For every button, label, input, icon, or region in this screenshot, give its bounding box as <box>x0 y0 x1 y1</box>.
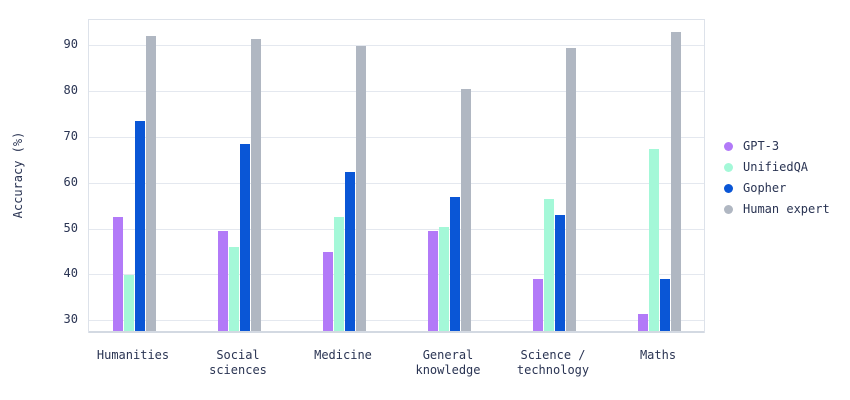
bar-gopher-humanities <box>134 121 145 332</box>
x-tick-label-humanities: Humanities <box>96 348 170 362</box>
bar-gopher-medicine <box>344 171 355 332</box>
bar-unifiedqa-science-technology <box>543 199 554 332</box>
bar-gpt-3-social-sciences <box>217 231 228 332</box>
gridline-50 <box>89 228 704 230</box>
bar-human-expert-science-technology <box>565 47 576 332</box>
bar-group-humanities <box>112 36 156 332</box>
y-axis-title: Accuracy (%) <box>11 131 25 219</box>
y-tick-label-70: 70 <box>63 128 78 143</box>
legend-item-human-expert[interactable]: Human expert <box>724 199 830 219</box>
legend-dot-icon <box>724 162 733 172</box>
y-tick-label-30: 30 <box>63 312 78 327</box>
legend-label: Gopher <box>743 181 787 195</box>
bar-human-expert-social-sciences <box>250 38 261 332</box>
legend-label: UnifiedQA <box>743 160 809 174</box>
gridline-30 <box>89 320 704 322</box>
bar-human-expert-humanities <box>145 36 156 332</box>
plot-area <box>88 19 705 333</box>
bar-gopher-general-knowledge <box>449 196 460 332</box>
bar-gpt-3-science-technology <box>532 279 543 332</box>
gridline-70 <box>89 136 704 138</box>
gridline-80 <box>89 91 704 93</box>
gridline-40 <box>89 274 704 276</box>
legend-item-gopher[interactable]: Gopher <box>724 178 830 198</box>
bar-unifiedqa-maths <box>648 148 659 332</box>
x-tick-label-general-knowledge: General knowledge <box>415 348 481 377</box>
legend-item-unifiedqa[interactable]: UnifiedQA <box>724 157 830 177</box>
bar-gpt-3-medicine <box>322 251 333 332</box>
bar-human-expert-general-knowledge <box>460 89 471 332</box>
legend-dot-icon <box>724 141 733 151</box>
bar-human-expert-maths <box>670 31 681 332</box>
legend-label: GPT-3 <box>743 139 780 153</box>
bar-group-medicine <box>322 45 366 332</box>
legend-dot-icon <box>724 183 733 193</box>
bar-unifiedqa-medicine <box>333 217 344 332</box>
bar-group-social-sciences <box>217 38 261 332</box>
y-tick-label-80: 80 <box>63 83 78 98</box>
x-tick-label-science-technology: Science / technology <box>516 348 590 377</box>
bar-group-science-technology <box>532 47 576 332</box>
bar-gopher-maths <box>659 279 670 332</box>
legend-label: Human expert <box>743 202 830 216</box>
bar-group-maths <box>637 31 681 332</box>
y-tick-label-40: 40 <box>63 266 78 281</box>
bar-group-general-knowledge <box>427 89 471 332</box>
bar-unifiedqa-humanities <box>123 274 134 332</box>
gridline-90 <box>89 45 704 47</box>
bar-gpt-3-general-knowledge <box>427 231 438 332</box>
x-axis-line <box>89 331 704 333</box>
y-tick-label-50: 50 <box>63 220 78 235</box>
x-tick-label-social-sciences: Social sciences <box>209 348 267 377</box>
bar-gpt-3-humanities <box>112 217 123 332</box>
gridline-60 <box>89 182 704 184</box>
bar-unifiedqa-general-knowledge <box>438 226 449 332</box>
y-tick-label-60: 60 <box>63 174 78 189</box>
bar-gopher-social-sciences <box>239 144 250 332</box>
legend-dot-icon <box>724 204 733 214</box>
bar-unifiedqa-social-sciences <box>228 247 239 332</box>
x-tick-label-maths: Maths <box>639 348 677 362</box>
y-tick-label-90: 90 <box>63 37 78 52</box>
x-tick-label-medicine: Medicine <box>314 348 372 362</box>
bar-gpt-3-maths <box>637 313 648 332</box>
bar-gopher-science-technology <box>554 215 565 332</box>
bar-human-expert-medicine <box>355 45 366 332</box>
legend-item-gpt-3[interactable]: GPT-3 <box>724 136 830 156</box>
legend: GPT-3 UnifiedQA Gopher Human expert <box>724 136 830 220</box>
